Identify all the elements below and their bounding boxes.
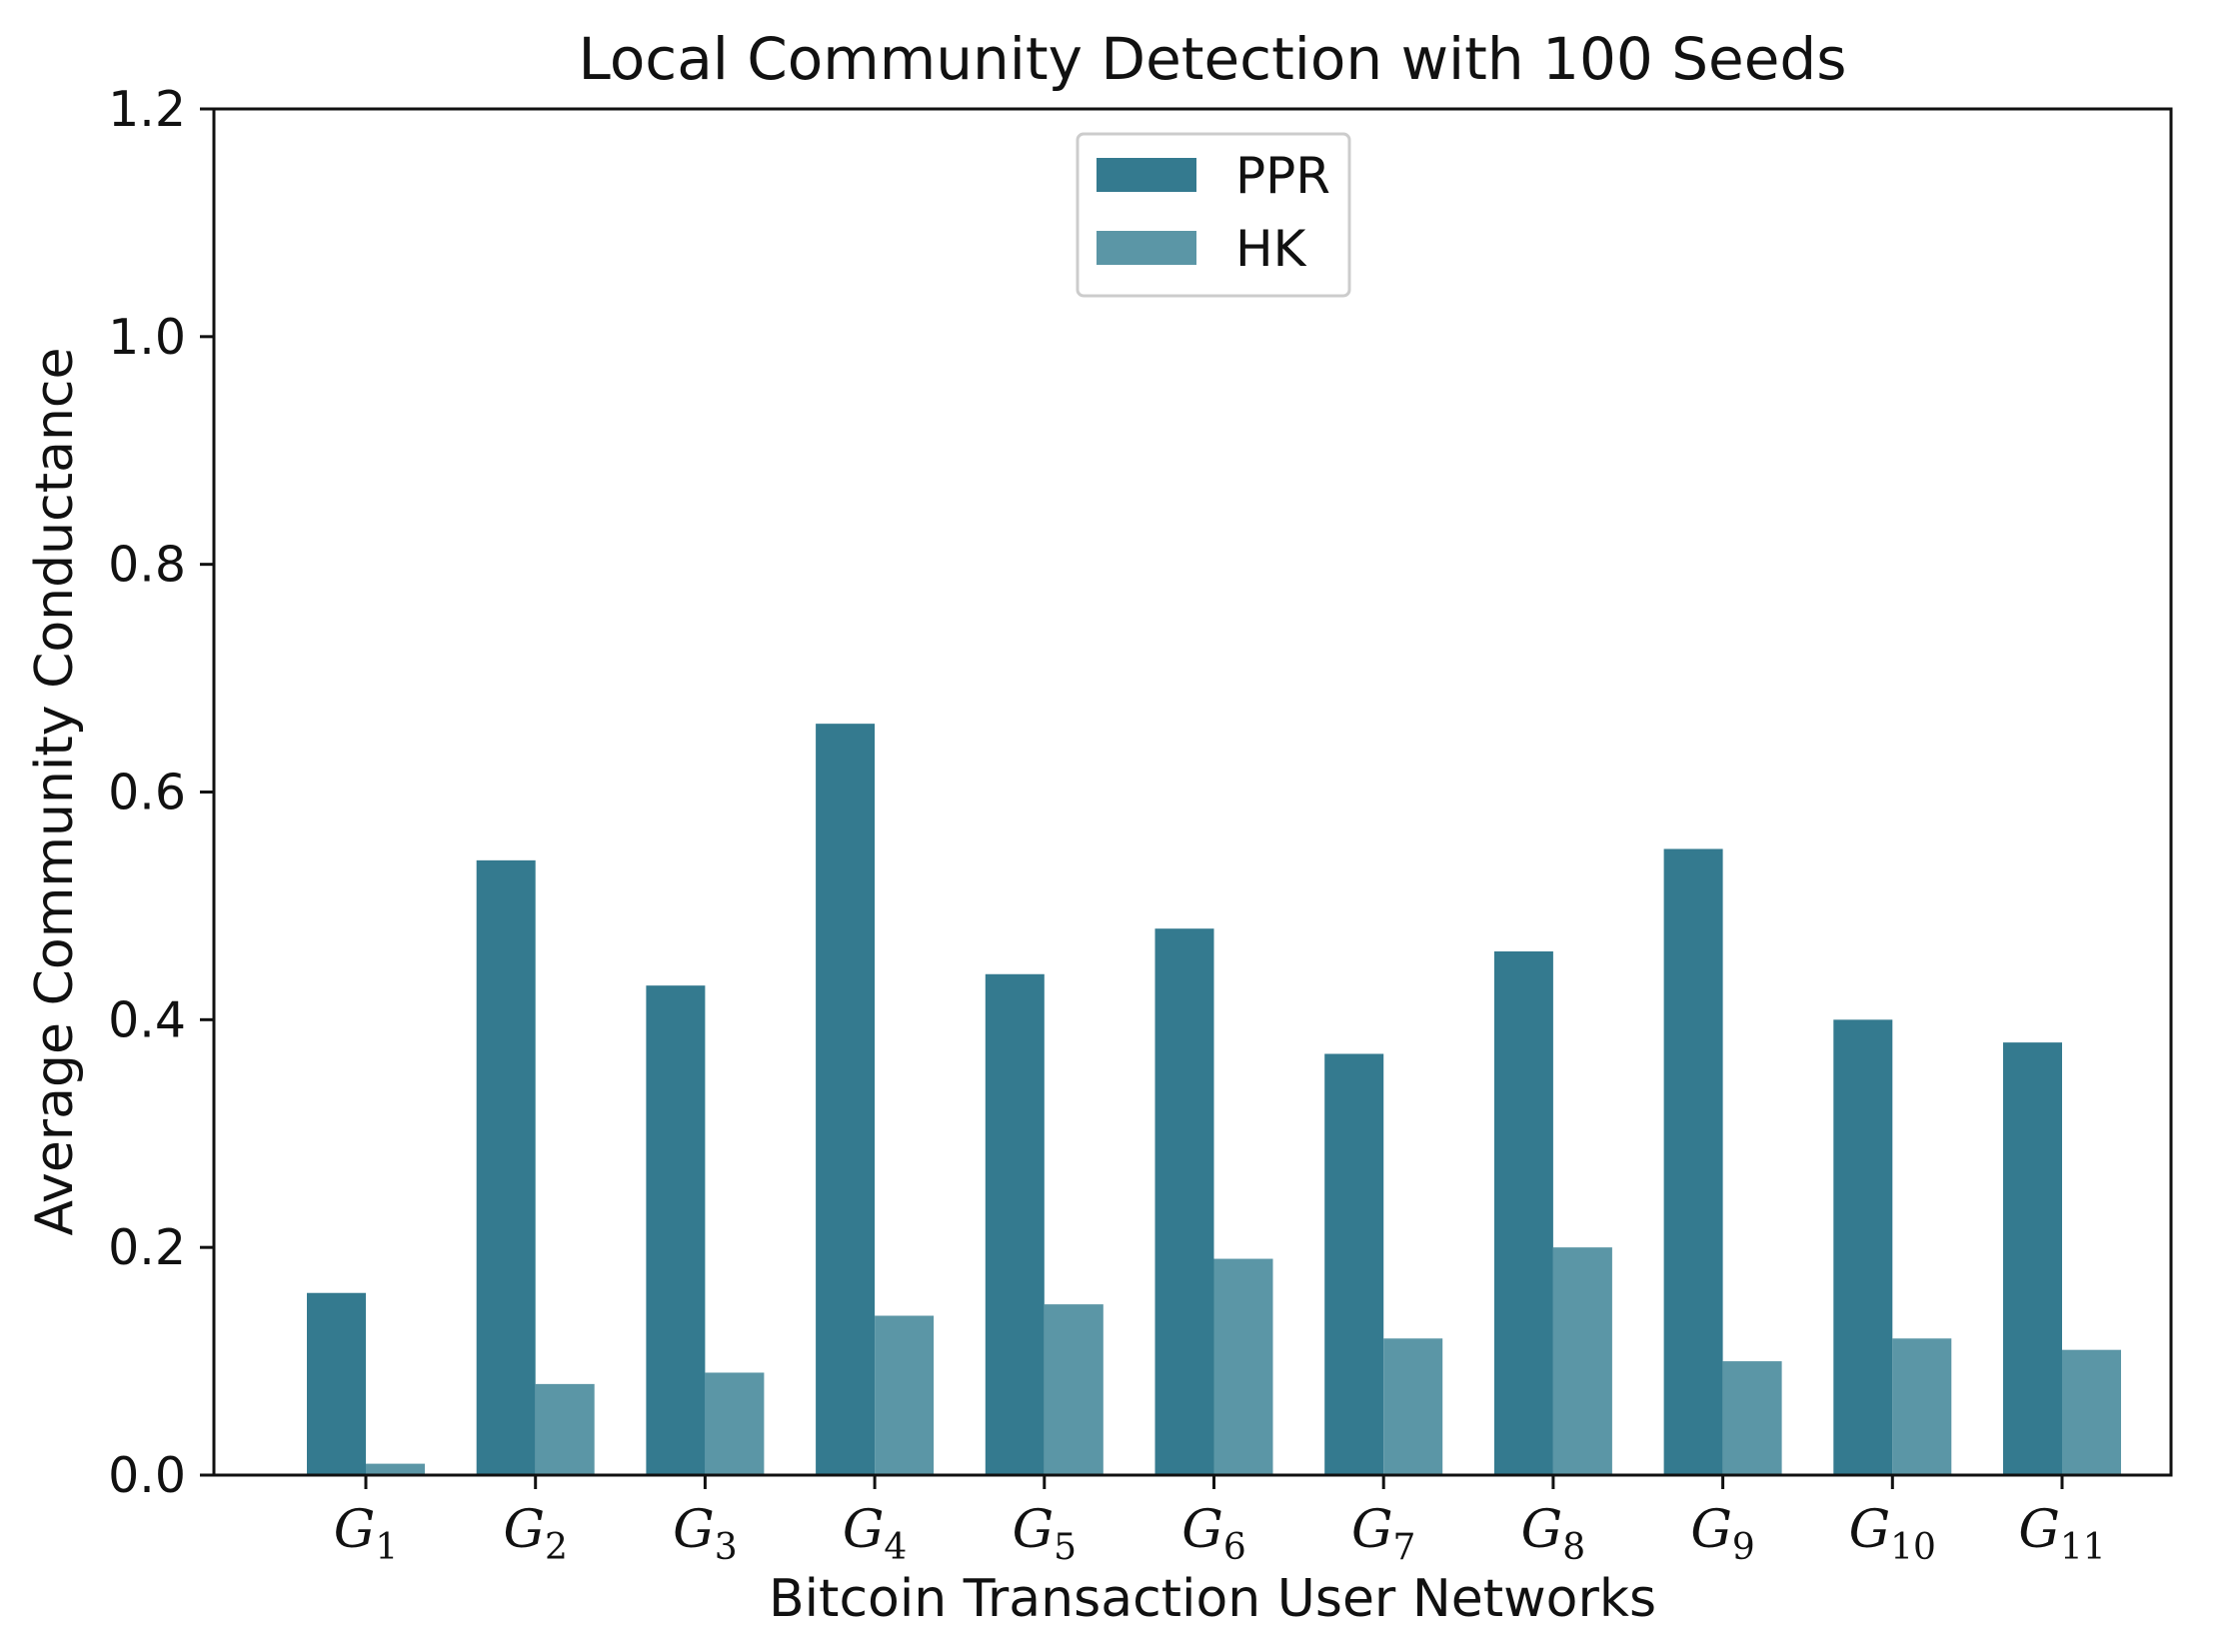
bar-ppr-g5 xyxy=(985,973,1045,1475)
y-axis: 0.0 0.2 0.4 0.6 0.8 1.0 1.2 xyxy=(108,81,214,1504)
bar-ppr-g3 xyxy=(646,985,706,1475)
bar-ppr-g9 xyxy=(1663,848,1723,1475)
bar-ppr-g10 xyxy=(1833,1019,1893,1475)
bar-ppr-g6 xyxy=(1154,928,1214,1475)
x-tick-label-g11: G11 xyxy=(2018,1500,2105,1568)
bar-hk-g4 xyxy=(875,1315,935,1475)
legend-label-hk: HK xyxy=(1235,220,1307,278)
bar-ppr-g1 xyxy=(307,1292,366,1475)
bar-hk-g5 xyxy=(1044,1304,1104,1475)
bar-ppr-g7 xyxy=(1324,1053,1384,1475)
legend-swatch-ppr xyxy=(1097,158,1196,192)
bar-ppr-g8 xyxy=(1493,950,1553,1475)
legend: PPR HK xyxy=(1076,132,1351,298)
x-tick-label-g1: G1 xyxy=(334,1500,398,1568)
y-axis-label: Average Community Conductance xyxy=(25,348,85,1236)
x-tick-label-g8: G8 xyxy=(1521,1500,1585,1568)
chart-title: Local Community Detection with 100 Seeds xyxy=(579,25,1847,93)
y-tick-label: 0.2 xyxy=(108,1219,186,1276)
x-axis: G1 G2 G3 G4 G5 G6 G7 G8 G9 G10 G11 xyxy=(334,1475,2106,1568)
y-tick-label: 0.0 xyxy=(108,1447,186,1504)
bar-hk-g2 xyxy=(535,1383,595,1475)
x-tick-label-g2: G2 xyxy=(503,1500,567,1568)
bar-hk-g6 xyxy=(1213,1258,1273,1475)
y-tick-label: 0.8 xyxy=(108,537,186,594)
bar-hk-g9 xyxy=(1722,1361,1782,1475)
bar-ppr-g2 xyxy=(476,859,536,1475)
x-tick-label-g9: G9 xyxy=(1690,1500,1754,1568)
bar-ppr-g4 xyxy=(816,724,876,1475)
y-tick-label: 0.4 xyxy=(108,991,186,1048)
y-tick-label: 1.0 xyxy=(108,309,186,366)
x-tick-label-g5: G5 xyxy=(1013,1500,1077,1568)
y-tick-label: 1.2 xyxy=(108,81,186,138)
y-tick-label: 0.6 xyxy=(108,765,186,822)
x-axis-label: Bitcoin Transaction User Networks xyxy=(769,1569,1656,1629)
bar-hk-g7 xyxy=(1383,1338,1443,1475)
bar-hk-g1 xyxy=(366,1463,425,1475)
bar-hk-g8 xyxy=(1552,1247,1612,1475)
x-tick-label-g6: G6 xyxy=(1181,1500,1245,1568)
x-tick-label-g3: G3 xyxy=(673,1500,737,1568)
x-tick-label-g10: G10 xyxy=(1849,1500,1936,1568)
bar-hk-g3 xyxy=(705,1372,765,1475)
plot-area xyxy=(307,724,2121,1475)
bar-ppr-g11 xyxy=(2003,1042,2062,1475)
legend-swatch-hk xyxy=(1097,231,1196,265)
x-tick-label-g4: G4 xyxy=(843,1500,907,1568)
legend-label-ppr: PPR xyxy=(1235,147,1330,205)
x-tick-label-g7: G7 xyxy=(1351,1500,1415,1568)
bar-hk-g10 xyxy=(1892,1338,1952,1475)
bar-hk-g11 xyxy=(2062,1349,2121,1475)
